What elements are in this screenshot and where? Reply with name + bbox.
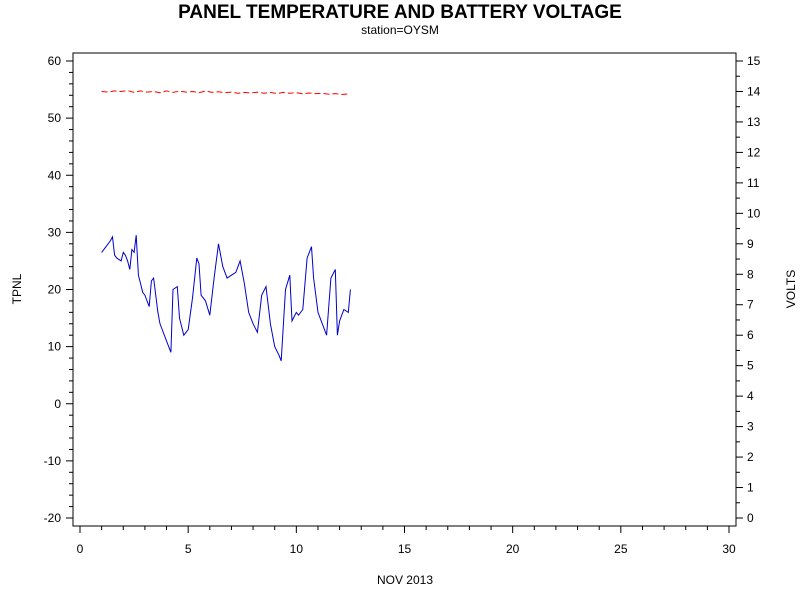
y-right-tick-label: 3 (747, 420, 754, 434)
x-tick-label: 5 (185, 542, 192, 556)
y-left-tick-label: 40 (48, 168, 62, 182)
y-right-tick-label: 10 (747, 206, 761, 220)
y-right-tick-label: 9 (747, 237, 754, 251)
y-left-tick-label: -20 (44, 511, 62, 525)
volts-series-line (101, 90, 349, 96)
y-right-tick-label: 1 (747, 481, 754, 495)
y-left-tick-label: -10 (44, 454, 62, 468)
x-axis-label: NOV 2013 (377, 573, 433, 587)
x-axis: 0 5 10 15 20 25 30 (77, 526, 736, 556)
y-right-tick-label: 2 (747, 450, 754, 464)
y-left-tick-label: 10 (48, 340, 62, 354)
tpnl-series-line (101, 235, 351, 362)
x-tick-label: 0 (77, 542, 84, 556)
y-right-tick-label: 5 (747, 359, 754, 373)
x-tick-label: 30 (722, 542, 736, 556)
y-right-tick-label: 7 (747, 298, 754, 312)
x-tick-label: 10 (290, 542, 304, 556)
y-right-tick-label: 11 (747, 176, 760, 190)
chart-title: PANEL TEMPERATURE AND BATTERY VOLTAGE (178, 2, 622, 23)
y-axis-left: -20 -10 0 10 20 30 40 50 60 (44, 54, 73, 525)
y-right-tick-label: 14 (747, 84, 761, 98)
series-layer (101, 90, 351, 362)
x-tick-label: 15 (398, 542, 412, 556)
y-axis-right-label: VOLTS (784, 270, 798, 308)
y-right-tick-label: 8 (747, 267, 754, 281)
y-left-tick-label: 30 (48, 225, 62, 239)
y-left-tick-label: 0 (54, 397, 61, 411)
y-left-tick-label: 50 (48, 111, 62, 125)
plot-area (72, 52, 737, 527)
y-axis-left-label: TPNL (10, 273, 24, 304)
y-left-tick-label: 60 (48, 54, 62, 68)
x-tick-label: 25 (614, 542, 628, 556)
y-right-tick-label: 13 (747, 115, 761, 129)
y-right-tick-label: 4 (747, 389, 754, 403)
chart-subtitle: station=OYSM (361, 23, 439, 37)
y-right-tick-label: 12 (747, 145, 761, 159)
y-right-tick-label: 6 (747, 328, 754, 342)
y-right-tick-label: 0 (747, 511, 754, 525)
y-right-tick-label: 15 (747, 54, 761, 68)
x-tick-label: 20 (506, 542, 520, 556)
y-left-tick-label: 20 (48, 283, 62, 297)
